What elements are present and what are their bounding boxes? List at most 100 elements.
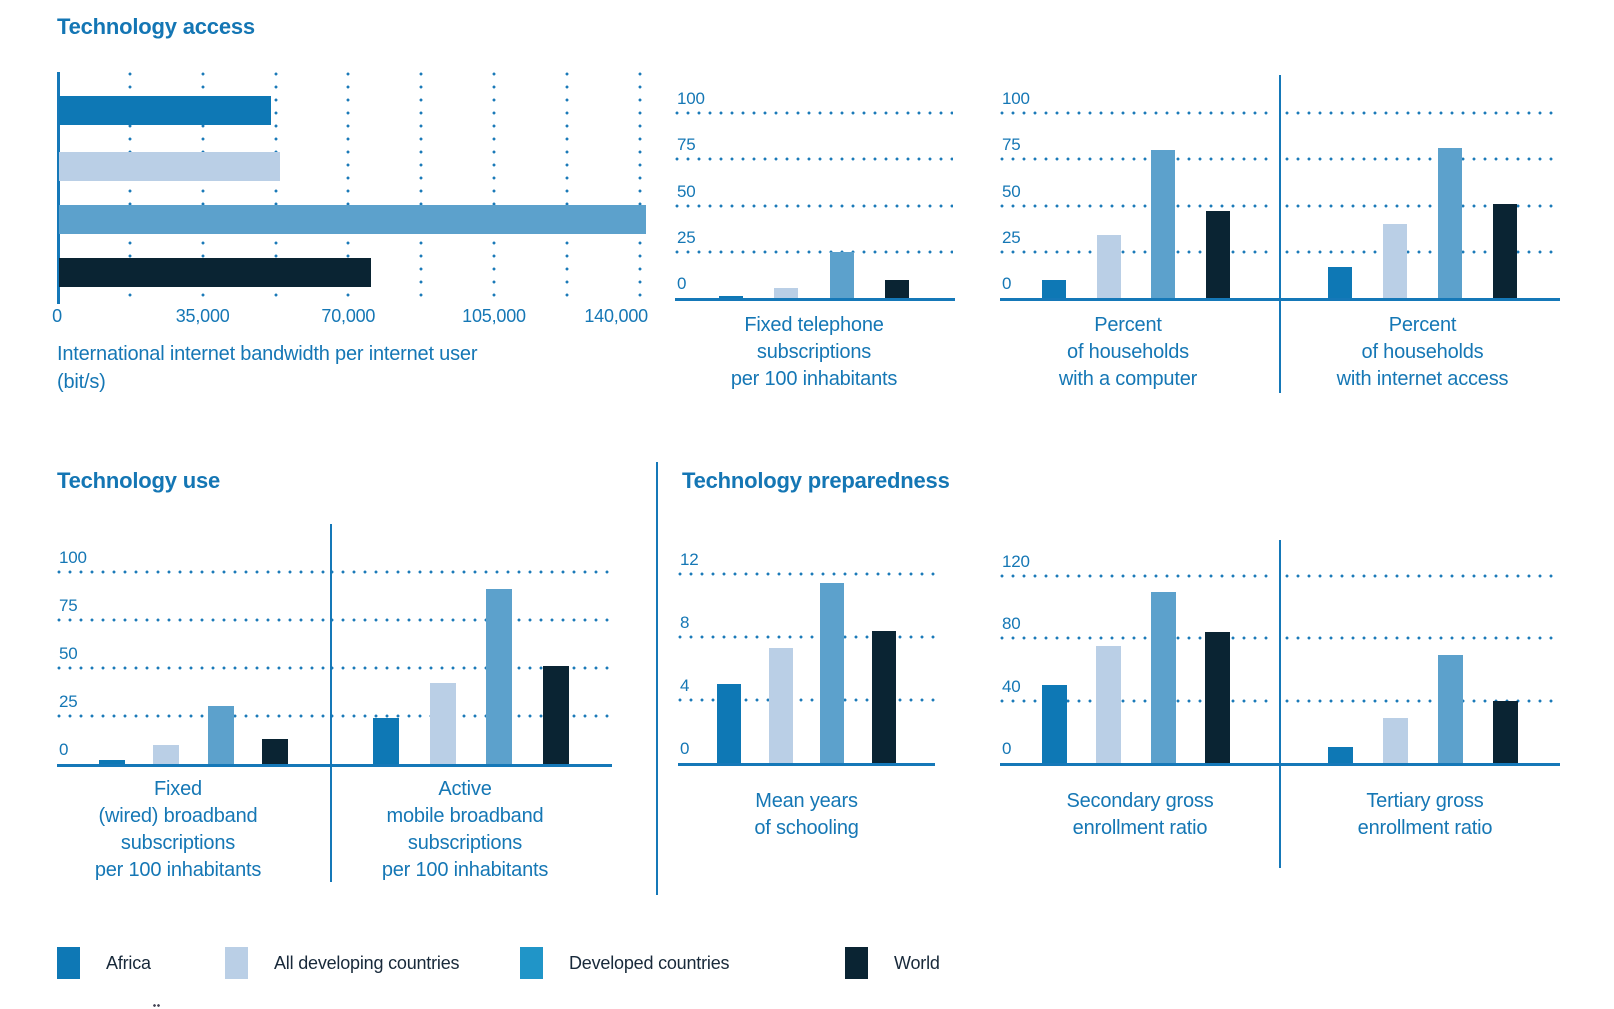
caption-line: enrollment ratio	[1357, 817, 1493, 839]
chart-caption: Fixed telephone subscriptions per 100 inha…	[730, 312, 898, 393]
y-tick-label-25: 25	[59, 692, 78, 711]
bar-world	[1492, 700, 1518, 763]
caption-line: Tertiary gross	[1366, 790, 1484, 812]
gridline-12	[678, 572, 935, 576]
legend-swatch-developed-countries	[520, 947, 543, 979]
axis-baseline-fixed-telephone	[675, 298, 955, 301]
gridline-col-35000	[200, 72, 205, 302]
caption-line: per 100 inhabitants	[730, 368, 898, 390]
gridline-50	[1285, 203, 1560, 208]
chart-caption: Percent of households with a computer	[1059, 312, 1197, 393]
gridline-col-105000	[492, 72, 496, 302]
gridline-25	[1000, 249, 1272, 254]
gridline-80	[1285, 636, 1560, 641]
legend-label-developed-countries: Developed countries	[569, 953, 730, 973]
caption-line: with internet access	[1336, 368, 1509, 390]
chart-caption: Tertiary gross enrollment ratio	[1358, 788, 1493, 842]
bar-all-developing-countries	[59, 152, 280, 181]
legend-swatch-africa	[57, 947, 80, 979]
gridline-50	[57, 666, 330, 670]
chart-caption: International internet bandwidth per int…	[57, 340, 477, 396]
y-tick-label-25: 25	[1002, 227, 1021, 247]
bar-all-developing-countries	[1096, 646, 1122, 763]
caption-line: enrollment ratio	[1072, 817, 1208, 839]
bar-all-developing-countries	[1096, 235, 1121, 298]
bar-all-developing-countries	[774, 287, 799, 298]
bar-all-developing-countries	[429, 683, 456, 764]
y-tick-label-75: 75	[59, 596, 78, 615]
legend-swatch-world	[845, 947, 868, 979]
separator-households-charts	[1279, 75, 1281, 393]
y-tick-label-50: 50	[677, 181, 696, 201]
x-tick-label-70-000: 70,000	[321, 306, 376, 326]
bar-africa	[59, 96, 272, 125]
gridline-40	[1285, 698, 1560, 703]
chart-caption: Fixed (wired) broadband subscriptions per 1…	[95, 776, 262, 884]
caption-line: (bit/s)	[57, 371, 106, 393]
caption-line: of schooling	[754, 817, 859, 839]
y-tick-label-75: 75	[1002, 135, 1021, 155]
gridline-col-122500	[564, 72, 569, 302]
caption-line: subscriptions	[120, 832, 236, 854]
caption-line: mobile broadband	[386, 805, 544, 827]
legend-item-developed-countries: Developed countries	[520, 947, 730, 979]
bar-all-developing-countries	[1383, 224, 1407, 298]
gridline-80	[1000, 636, 1272, 641]
gridline-col-140000	[637, 72, 642, 302]
caption-line: Mean years	[755, 790, 858, 812]
bar-developed-countries	[207, 706, 234, 764]
legend-swatch-all-developing-countries	[225, 947, 248, 979]
gridline-100	[57, 570, 330, 574]
caption-line: Fixed	[154, 778, 202, 800]
caption-line: with a computer	[1058, 368, 1198, 390]
gridline-col-17500	[127, 72, 132, 302]
y-tick-label-0: 0	[677, 274, 687, 293]
gridline-40	[1000, 698, 1272, 703]
legend-label-all-developing-countries: All developing countries	[274, 953, 460, 973]
footnote-mark-cropped	[153, 1004, 160, 1007]
y-tick-label-0: 0	[1002, 739, 1012, 758]
y-tick-label-0: 0	[59, 740, 69, 759]
gridline-75	[330, 618, 612, 622]
caption-line: per 100 inhabitants	[381, 859, 549, 881]
gridline-50	[330, 666, 612, 670]
separator-use-preparedness	[656, 462, 658, 895]
legend-label-world: World	[894, 953, 940, 973]
y-tick-label-25: 25	[677, 227, 696, 247]
bar-world	[885, 280, 910, 298]
bar-world	[871, 630, 896, 763]
y-tick-label-12: 12	[680, 550, 699, 569]
gridline-100	[675, 111, 953, 115]
caption-line: Fixed telephone	[744, 314, 884, 336]
caption-line: subscriptions	[756, 341, 872, 363]
legend-label-africa: Africa	[106, 953, 151, 973]
bar-world	[1205, 211, 1230, 298]
bar-all-developing-countries	[768, 648, 793, 763]
x-tick-label-35-000: 35,000	[175, 306, 230, 326]
chart-caption: Percent of households with internet access	[1337, 312, 1509, 393]
gridline-75	[57, 618, 330, 622]
caption-line: subscriptions	[407, 832, 523, 854]
bar-developed-countries	[1437, 655, 1463, 763]
y-tick-label-40: 40	[1002, 676, 1021, 696]
caption-line: Active	[438, 778, 492, 800]
bar-africa	[1327, 747, 1353, 763]
bar-africa	[1328, 266, 1352, 298]
gridline-100	[1285, 111, 1560, 115]
gridline-120	[1285, 574, 1560, 579]
gridline-100	[1000, 111, 1272, 115]
y-tick-label-50: 50	[59, 644, 78, 663]
y-tick-label-8: 8	[680, 613, 690, 632]
gridline-25	[675, 249, 953, 254]
bar-world	[262, 739, 289, 764]
gridline-25	[57, 714, 330, 718]
gridline-8	[678, 635, 935, 639]
bar-world	[1205, 632, 1231, 763]
x-tick-label-0: 0	[52, 306, 62, 326]
caption-line: (wired) broadband	[98, 805, 258, 827]
